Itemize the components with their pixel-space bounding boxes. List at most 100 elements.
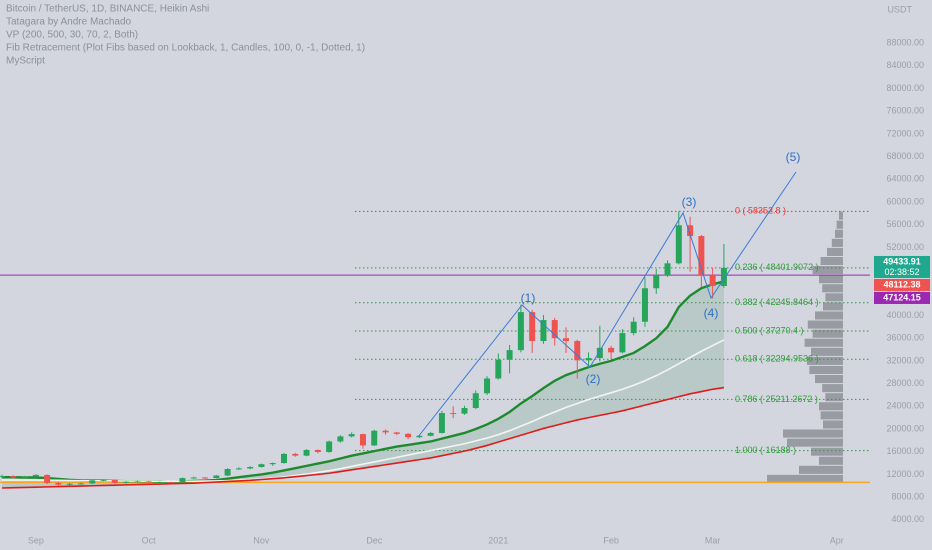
candle-body <box>664 263 671 276</box>
candles <box>0 211 727 486</box>
candle-body <box>596 347 603 359</box>
candle-body <box>123 481 130 483</box>
volume-bar <box>783 429 843 438</box>
price-label-box <box>874 255 930 278</box>
candle-body <box>303 449 310 456</box>
x-tick-label: Mar <box>705 535 721 545</box>
fib-retracement: 0 ( 58352.8 ) 0.236 ( 48401.9072 ) 0.382 (… <box>355 206 870 455</box>
candle-body <box>134 481 141 483</box>
volume-bar <box>820 256 843 266</box>
candle-body <box>630 321 637 334</box>
x-tick-label: Feb <box>603 535 619 545</box>
volume-bar <box>831 238 843 247</box>
candle-body <box>709 275 716 286</box>
volume-bar <box>767 474 843 483</box>
volume-bar <box>787 438 843 447</box>
currency-label: USDT <box>888 4 913 14</box>
candle-body <box>461 407 468 414</box>
volume-bar <box>799 465 843 474</box>
candle-body <box>100 479 107 481</box>
x-tick-label: Apr <box>830 535 844 545</box>
price-label: 47124.15 <box>883 292 921 302</box>
volume-bar <box>815 375 843 384</box>
volume-bar <box>827 247 843 256</box>
candle-body <box>156 482 163 484</box>
candle-body <box>292 453 299 456</box>
volume-bar <box>839 211 843 220</box>
y-tick-label: 64000.00 <box>886 174 924 184</box>
candle-body <box>529 312 536 342</box>
y-tick-label: 32000.00 <box>886 355 924 365</box>
candle-body <box>190 477 197 479</box>
volume-bar <box>809 365 843 375</box>
candle-body <box>258 464 265 468</box>
candle-body <box>608 347 615 353</box>
volume-bar <box>825 393 843 402</box>
candle-body <box>269 463 276 465</box>
ma-band-layer <box>2 281 724 489</box>
wave-label: (2) <box>586 372 601 386</box>
y-tick-label: 76000.00 <box>886 106 924 116</box>
volume-bar <box>823 420 843 429</box>
candle-body <box>111 479 118 483</box>
candle-body <box>687 225 694 237</box>
candle-body <box>314 449 321 452</box>
y-tick-label: 28000.00 <box>886 378 924 388</box>
candle-body <box>0 476 5 478</box>
wave-label: (1) <box>521 291 536 305</box>
candle-body <box>382 430 389 433</box>
moving-average <box>2 339 725 483</box>
candle-body <box>506 350 513 360</box>
volume-bar <box>811 347 843 356</box>
candle-body <box>427 432 434 436</box>
wave-label: (5) <box>786 150 801 164</box>
y-tick-label: 40000.00 <box>886 310 924 320</box>
candle-body <box>44 474 51 483</box>
fib-label: 1.000 ( 16188 ) <box>735 445 796 455</box>
indicator-label: Tatagara by Andre Machado <box>6 17 132 28</box>
x-tick-label: Oct <box>142 535 157 545</box>
volume-bar <box>807 320 843 329</box>
volume-bar <box>835 229 843 238</box>
y-tick-label: 36000.00 <box>886 333 924 343</box>
moving-averages <box>1 280 725 489</box>
ma-band <box>2 281 724 489</box>
candle-body <box>179 478 186 483</box>
y-tick-label: 8000.00 <box>891 491 924 501</box>
y-tick-label: 60000.00 <box>886 196 924 206</box>
x-tick-label: 2021 <box>488 535 508 545</box>
candle-body <box>484 378 491 394</box>
volume-bar <box>804 338 843 347</box>
y-tick-label: 4000.00 <box>891 514 924 524</box>
fib-label: 0.382 ( 42245.8464 ) <box>735 297 819 307</box>
candle-body <box>517 312 524 351</box>
y-tick-label: 68000.00 <box>886 151 924 161</box>
candle-body <box>348 434 355 437</box>
volume-bar <box>820 411 843 420</box>
legend: Bitcoin / TetherUS, 1D, BINANCE, Heikin … <box>6 4 365 67</box>
candle-body <box>247 467 254 469</box>
candle-body <box>281 453 287 464</box>
candle-body <box>720 267 727 286</box>
candle-body <box>235 468 242 470</box>
fib-label: 0 ( 58352.8 ) <box>735 206 786 216</box>
y-tick-label: 52000.00 <box>886 242 924 252</box>
x-tick-label: Sep <box>28 535 44 545</box>
fib-label: 0.786 ( 25211.2672 ) <box>735 394 818 404</box>
volume-bar <box>811 447 843 456</box>
candle-body <box>416 435 423 438</box>
candle-body <box>371 430 378 446</box>
time-axis: Sep Oct Nov Dec 2021 Feb Mar Apr <box>28 535 844 545</box>
y-tick-label: 84000.00 <box>886 60 924 70</box>
candle-body <box>619 333 626 353</box>
candle-body <box>326 441 333 452</box>
candle-body <box>551 320 558 339</box>
indicator-label: MyScript <box>6 56 45 67</box>
volume-bar <box>819 402 843 411</box>
y-tick-label: 12000.00 <box>886 469 924 479</box>
moving-average <box>1 386 725 489</box>
candle-body <box>574 341 581 361</box>
candle-body <box>10 476 17 478</box>
